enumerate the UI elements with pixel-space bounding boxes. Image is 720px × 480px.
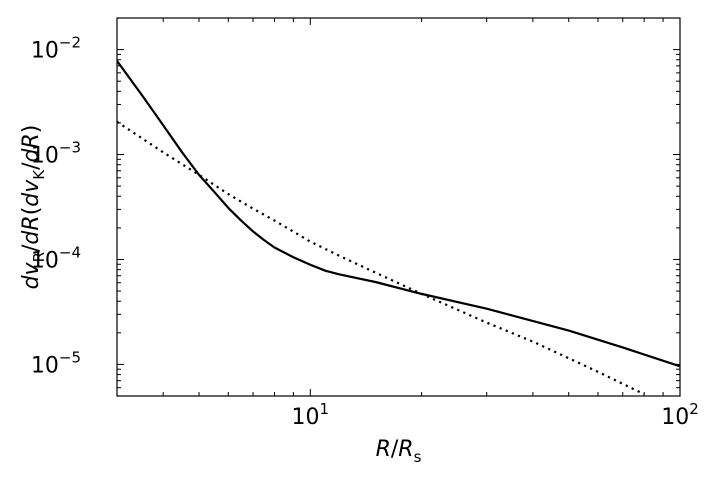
y-axis-label: dvR/dR(dvK/dR) bbox=[19, 125, 48, 290]
tick-labels: 101 102 10−2 10−3 10−4 10−5 bbox=[31, 34, 699, 430]
x-tick-label: 101 bbox=[292, 400, 330, 430]
plot-area-frame bbox=[116, 17, 681, 397]
x-tick-label: 102 bbox=[661, 400, 699, 430]
y-tick-label: 10−3 bbox=[31, 139, 81, 169]
y-tick-label: 10−4 bbox=[31, 243, 81, 273]
dotted-series-line bbox=[117, 120, 645, 396]
x-axis-label: R/Rs bbox=[376, 437, 422, 466]
y-tick-label: 10−5 bbox=[31, 348, 81, 378]
y-tick-label: 10−2 bbox=[31, 34, 81, 64]
series-group bbox=[117, 60, 680, 396]
solid-series-line bbox=[117, 60, 680, 368]
